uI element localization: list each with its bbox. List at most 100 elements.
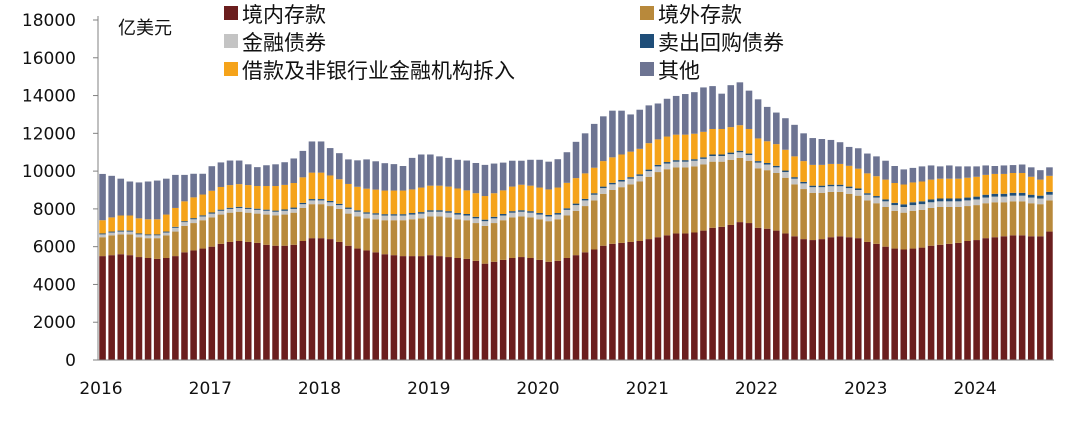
bar-segment-series-3-period-103 (1037, 195, 1044, 199)
bar-segment-series-4-period-51 (563, 182, 571, 209)
legend-label-3: 卖出回购债券 (658, 31, 784, 55)
bar-segment-series-3-period-23 (308, 199, 316, 201)
bar-segment-series-1-period-44 (499, 220, 507, 260)
bar-segment-series-4-period-15 (235, 184, 243, 207)
bar-segment-series-1-period-24 (317, 204, 325, 239)
bar-segment-series-2-period-6 (153, 235, 161, 239)
bar-segment-series-0-period-38 (445, 257, 452, 360)
bar-segment-series-3-period-0 (99, 233, 106, 235)
bar-segment-series-3-period-10 (190, 218, 197, 220)
bar-segment-series-2-period-92 (936, 201, 944, 207)
bar-segment-series-1-period-64 (681, 167, 689, 234)
legend-label-5: 其他 (658, 59, 700, 83)
bar-segment-series-3-period-63 (672, 160, 680, 162)
bar-segment-series-4-period-93 (946, 178, 953, 199)
y-tick-label: 4000 (33, 275, 76, 295)
bar-segment-series-0-period-76 (791, 236, 798, 360)
bar-segment-series-5-period-48 (536, 159, 543, 188)
bar-segment-series-2-period-53 (581, 200, 589, 207)
bar-segment-series-4-period-5 (144, 219, 152, 235)
bar-segment-series-0-period-30 (372, 252, 379, 360)
bar-segment-series-2-period-3 (126, 231, 134, 235)
bar-segment-series-0-period-55 (600, 245, 607, 360)
bar-segment-series-4-period-46 (518, 184, 525, 211)
bar-segment-series-3-period-48 (536, 213, 543, 215)
bar-segment-series-4-period-78 (809, 164, 817, 186)
bar-segment-series-0-period-100 (1009, 235, 1017, 360)
bar-segment-series-3-period-18 (263, 209, 270, 211)
bar-segment-series-1-period-10 (190, 223, 197, 251)
bar-segment-series-2-period-40 (463, 215, 471, 221)
bar-segment-series-0-period-72 (754, 227, 762, 360)
bar-segment-series-4-period-85 (873, 176, 880, 197)
bar-segment-series-3-period-67 (709, 154, 716, 156)
bar-segment-series-0-period-69 (727, 224, 735, 360)
axis-layer: 0 2000 4000 6000 8000 10000 12000 14000 16000 180… (22, 11, 1054, 399)
bar-segment-series-0-period-42 (481, 263, 489, 360)
bar-segment-series-2-period-23 (308, 200, 316, 205)
bar-segment-series-1-period-92 (936, 207, 944, 245)
bar-segment-series-4-period-0 (99, 220, 106, 234)
bar-segment-series-5-period-40 (463, 160, 471, 191)
bar-segment-series-1-period-21 (290, 212, 298, 245)
bar-segment-series-2-period-49 (545, 216, 552, 222)
bar-segment-series-0-period-96 (973, 240, 980, 360)
bar-segment-series-3-period-99 (1000, 193, 1008, 197)
bar-segment-series-2-period-42 (481, 221, 489, 226)
bar-segment-series-2-period-18 (263, 210, 270, 215)
bar-segment-series-2-period-68 (718, 156, 725, 162)
bar-segment-series-0-period-78 (809, 240, 817, 360)
bar-segment-series-4-period-64 (681, 134, 689, 161)
bar-segment-series-0-period-49 (545, 261, 552, 360)
bar-segment-series-4-period-100 (1009, 173, 1017, 193)
bar-segment-series-0-period-6 (153, 258, 161, 360)
bar-segment-series-0-period-44 (499, 259, 507, 360)
bar-segment-series-1-period-23 (308, 204, 316, 239)
bar-segment-series-4-period-49 (545, 189, 552, 215)
bar-segment-series-1-period-95 (964, 206, 971, 241)
bar-segment-series-4-period-33 (399, 190, 407, 215)
bar-segment-series-4-period-102 (1027, 176, 1035, 195)
bar-segment-series-5-period-39 (454, 159, 461, 189)
bar-segment-series-0-period-1 (108, 255, 115, 360)
bar-segment-series-5-period-12 (208, 166, 216, 191)
bar-segment-series-3-period-22 (299, 202, 307, 205)
bar-segment-series-2-period-99 (1000, 196, 1008, 203)
bar-segment-series-2-period-21 (290, 208, 298, 213)
bar-segment-series-1-period-70 (736, 157, 744, 223)
bar-segment-series-3-period-8 (172, 226, 179, 228)
bar-segment-series-3-period-19 (272, 210, 279, 212)
bar-segment-series-4-period-53 (581, 173, 589, 199)
bar-segment-series-2-period-34 (408, 214, 416, 220)
bar-segment-series-5-period-83 (854, 148, 862, 169)
bar-segment-series-2-period-78 (809, 187, 817, 193)
bar-segment-series-1-period-84 (864, 200, 871, 242)
bar-segment-series-2-period-0 (99, 234, 106, 238)
bar-segment-series-3-period-46 (518, 210, 525, 212)
legend-swatch-0 (224, 6, 238, 20)
bar-segment-series-5-period-92 (936, 166, 944, 179)
bar-segment-series-3-period-14 (226, 207, 234, 209)
bar-segment-series-0-period-103 (1037, 236, 1044, 360)
bar-segment-series-5-period-32 (390, 164, 398, 191)
bar-segment-series-0-period-50 (554, 260, 562, 360)
bar-segment-series-3-period-41 (472, 216, 480, 219)
bar-segment-series-1-period-77 (800, 189, 807, 240)
bar-segment-series-5-period-70 (736, 82, 744, 126)
bar-segment-series-4-period-95 (964, 177, 971, 198)
bar-segment-series-1-period-65 (691, 166, 698, 233)
bar-segment-series-5-period-3 (126, 181, 134, 216)
bar-segment-series-5-period-97 (982, 165, 989, 175)
bar-segment-series-1-period-13 (217, 214, 225, 244)
bar-segment-series-4-period-97 (982, 174, 989, 195)
bar-segment-series-0-period-15 (235, 241, 243, 360)
bar-segment-series-5-period-77 (800, 133, 807, 162)
bar-segment-series-3-period-91 (927, 199, 935, 203)
bar-segment-series-5-period-36 (427, 154, 434, 186)
bar-segment-series-3-period-39 (454, 213, 461, 215)
bar-segment-series-2-period-81 (836, 186, 844, 192)
bar-segment-series-4-period-1 (108, 217, 115, 232)
bar-segment-series-5-period-9 (181, 174, 188, 202)
bar-segment-series-4-period-104 (1046, 175, 1053, 192)
bar-segment-series-4-period-31 (381, 190, 389, 215)
